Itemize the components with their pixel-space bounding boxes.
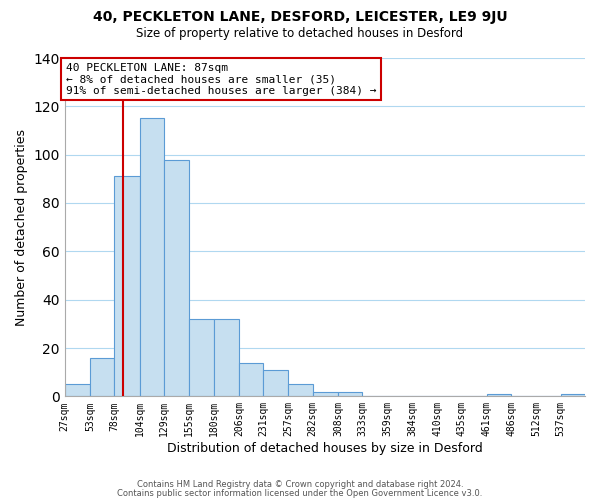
Text: 40, PECKLETON LANE, DESFORD, LEICESTER, LE9 9JU: 40, PECKLETON LANE, DESFORD, LEICESTER, …	[92, 10, 508, 24]
Bar	[90, 358, 115, 397]
Bar	[140, 118, 164, 396]
Bar	[239, 362, 263, 396]
Text: Size of property relative to detached houses in Desford: Size of property relative to detached ho…	[136, 28, 464, 40]
Bar	[487, 394, 511, 396]
X-axis label: Distribution of detached houses by size in Desford: Distribution of detached houses by size …	[167, 442, 483, 455]
Bar	[115, 176, 140, 396]
Text: Contains public sector information licensed under the Open Government Licence v3: Contains public sector information licen…	[118, 488, 482, 498]
Text: 40 PECKLETON LANE: 87sqm
← 8% of detached houses are smaller (35)
91% of semi-de: 40 PECKLETON LANE: 87sqm ← 8% of detache…	[66, 63, 376, 96]
Bar	[338, 392, 362, 396]
Bar	[189, 319, 214, 396]
Bar	[289, 384, 313, 396]
Bar	[214, 319, 239, 396]
Bar	[65, 384, 90, 396]
Y-axis label: Number of detached properties: Number of detached properties	[15, 128, 28, 326]
Bar	[164, 160, 189, 396]
Bar	[263, 370, 289, 396]
Bar	[560, 394, 585, 396]
Bar	[313, 392, 338, 396]
Text: Contains HM Land Registry data © Crown copyright and database right 2024.: Contains HM Land Registry data © Crown c…	[137, 480, 463, 489]
